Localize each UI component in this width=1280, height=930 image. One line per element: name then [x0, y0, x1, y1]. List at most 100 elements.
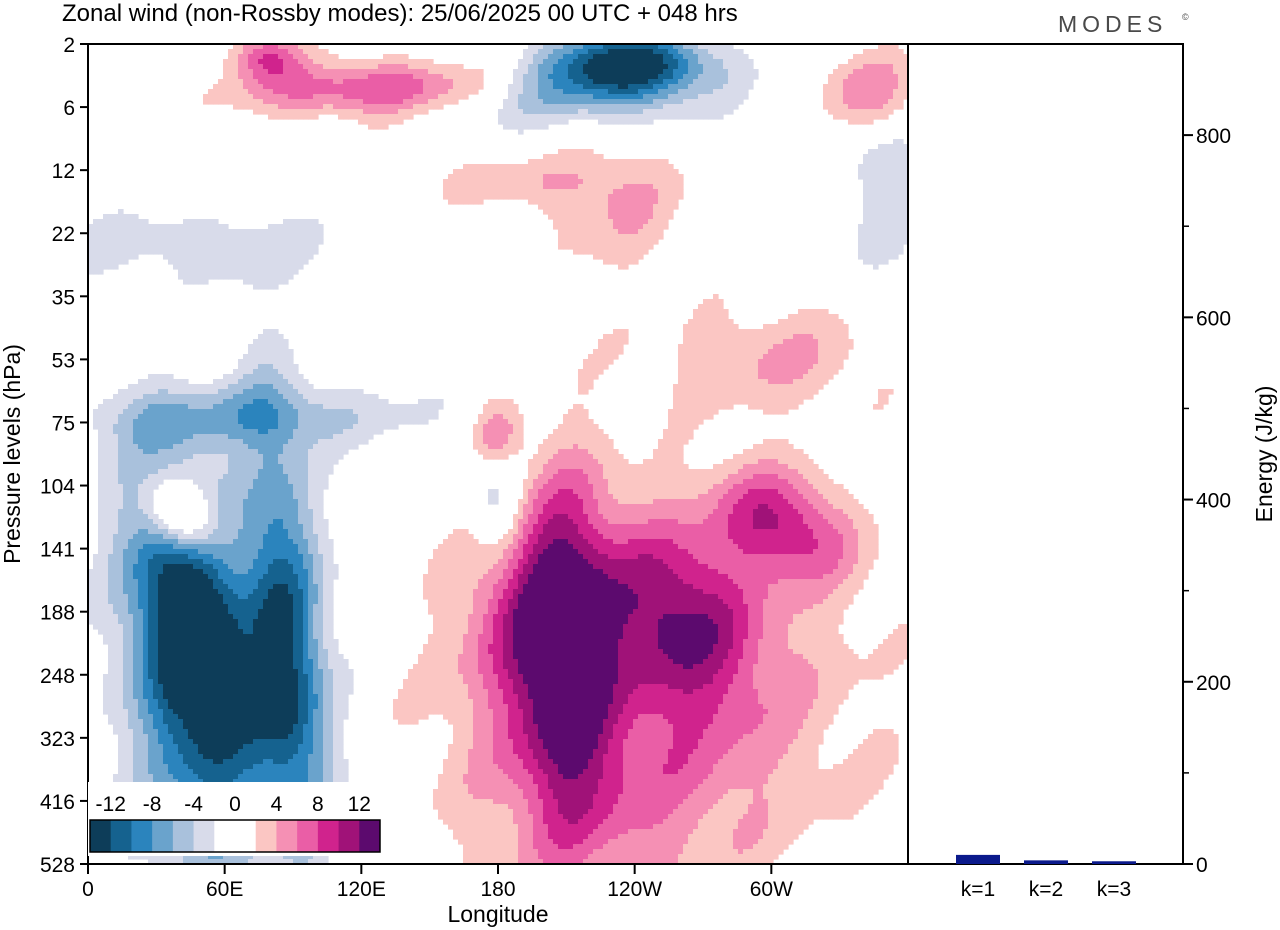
heatmap-cell-3435 — [773, 369, 779, 375]
heatmap-cell-4382 — [208, 429, 214, 435]
heatmap-cell-1667 — [478, 164, 484, 170]
heatmap-cell-4893 — [113, 459, 119, 465]
heatmap-cell-616 — [618, 74, 624, 80]
heatmap-cell-440 — [288, 69, 294, 75]
heatmap-cell-4045 — [323, 409, 329, 415]
heatmap-cell-4493 — [348, 434, 354, 440]
heatmap-cell-2608 — [238, 244, 244, 250]
heatmap-cell-2530 — [233, 239, 239, 245]
heatmap-cell-1836 — [483, 179, 489, 185]
heatmap-cell-4927 — [283, 459, 289, 465]
heatmap-cell-3189 — [803, 344, 809, 350]
heatmap-cell-3055 — [818, 329, 824, 335]
heatmap-cell-717 — [533, 79, 539, 85]
heatmap-cell-3016 — [818, 324, 824, 330]
heatmap-cell-3046 — [773, 329, 779, 335]
heatmap-cell-348 — [373, 64, 379, 70]
heatmap-cell-3147 — [833, 339, 839, 345]
heatmap-cell-1803 — [608, 174, 614, 180]
heatmap-cell-3078 — [718, 334, 724, 340]
heatmap-cell-3008 — [778, 324, 784, 330]
heatmap-cell-4619 — [118, 444, 124, 450]
heatmap-cell-324 — [253, 64, 259, 70]
heatmap-cell-257 — [423, 59, 429, 65]
heatmap-cell-426 — [903, 64, 908, 70]
heatmap-cell-1448 — [888, 109, 894, 115]
heatmap-cell-3361 — [588, 364, 594, 370]
heatmap-cell-3526 — [273, 379, 279, 385]
heatmap-cell-2764 — [603, 254, 609, 260]
heatmap-cell-2265 — [868, 219, 874, 225]
heatmap-cell-3096 — [808, 334, 814, 340]
heatmap-cell-2575 — [893, 239, 899, 245]
heatmap-cell-3293 — [823, 354, 829, 360]
heatmap-cell-2504 — [103, 239, 109, 245]
heatmap-cell-2592 — [158, 244, 164, 250]
heatmap-cell-1066 — [453, 94, 459, 100]
heatmap-cell-1988 — [673, 189, 679, 195]
heatmap-cell-138 — [248, 54, 254, 60]
heatmap-cell-4656 — [303, 444, 309, 450]
heatmap-cell-4374 — [168, 429, 174, 435]
heatmap-cell-4670 — [488, 444, 494, 450]
heatmap-cell-2995 — [688, 324, 694, 330]
heatmap-cell-2125 — [653, 204, 659, 210]
heatmap-cell-1203 — [593, 99, 599, 105]
heatmap-cell-3059 — [838, 329, 844, 335]
heatmap-cell-1704 — [663, 164, 669, 170]
heatmap-cell-3532 — [303, 379, 309, 385]
heatmap-cell-3176 — [738, 344, 744, 350]
heatmap-cell-3962 — [423, 404, 429, 410]
heatmap-cell-1539 — [498, 119, 504, 125]
heatmap-cell-4846 — [483, 454, 489, 460]
heatmap-cell-2118 — [618, 204, 624, 210]
heatmap-cell-4119 — [218, 414, 224, 420]
heatmap-cell-3357 — [283, 364, 289, 370]
heatmap-cell-3661 — [243, 389, 249, 395]
heatmap-cell-1483 — [543, 114, 549, 120]
heatmap-cell-2539 — [278, 239, 284, 245]
heatmap-cell-3993 — [778, 404, 784, 410]
heatmap-cell-195 — [693, 54, 699, 60]
heatmap-cell-3564 — [818, 379, 824, 385]
heatmap-cell-1395 — [528, 109, 534, 115]
heatmap-cell-4869 — [653, 454, 659, 460]
heatmap-cell-1601 — [883, 149, 889, 155]
heatmap-cell-1415 — [628, 109, 634, 115]
heatmap-cell-4311 — [273, 424, 279, 430]
heatmap-cell-2952 — [813, 309, 819, 315]
heatmap-cell-2685 — [253, 249, 259, 255]
heatmap-cell-2781 — [93, 259, 99, 265]
heatmap-cell-3299 — [243, 359, 249, 365]
heatmap-cell-960 — [553, 89, 559, 95]
heatmap-cell-4616 — [103, 444, 109, 450]
heatmap-cell-2063 — [528, 199, 534, 205]
heatmap-cell-4683 — [568, 444, 574, 450]
heatmap-cell-1074 — [533, 94, 539, 100]
heatmap-cell-4054 — [368, 409, 374, 415]
heatmap-cell-3257 — [288, 354, 294, 360]
heatmap-cell-1824 — [888, 174, 894, 180]
heatmap-cell-2915 — [193, 279, 199, 285]
heatmap-cell-4238 — [353, 419, 359, 425]
heatmap-cell-3643 — [153, 389, 159, 395]
heatmap-cell-127 — [868, 49, 874, 55]
heatmap-cell-2474 — [578, 234, 584, 240]
heatmap-cell-4638 — [213, 444, 219, 450]
heatmap-cell-2939 — [708, 304, 714, 310]
heatmap-cell-1122 — [848, 94, 854, 100]
heatmap-cell-3616 — [723, 384, 729, 390]
heatmap-cell-2011 — [503, 194, 509, 200]
heatmap-cell-4615 — [98, 444, 104, 450]
heatmap-cell-3338 — [793, 359, 799, 365]
heatmap-cell-3996 — [793, 404, 799, 410]
heatmap-cell-3653 — [203, 389, 209, 395]
heatmap-cell-4721 — [178, 449, 184, 455]
heatmap-cell-58 — [878, 44, 884, 50]
heatmap-cell-888 — [863, 84, 869, 90]
heatmap-cell-3783 — [728, 394, 734, 400]
heatmap-cell-3157 — [278, 344, 284, 350]
heatmap-cell-3590 — [248, 384, 254, 390]
heatmap-cell-3569 — [143, 384, 149, 390]
heatmap-cell-4102 — [133, 414, 139, 420]
